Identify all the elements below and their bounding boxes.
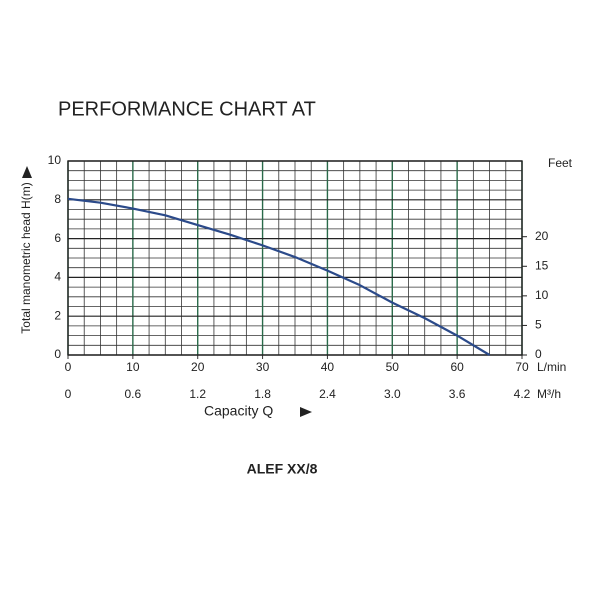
y-tick-label: 8	[54, 192, 61, 206]
x-unit: L/min	[537, 360, 566, 374]
y-tick-label: 2	[54, 308, 61, 322]
y-tick-label: 4	[54, 270, 61, 284]
x-tick-label: 10	[126, 360, 140, 374]
x-tick-label: 50	[386, 360, 400, 374]
x-axis-label: Capacity Q	[204, 403, 273, 419]
y2-tick-label: 15	[535, 258, 549, 272]
y-axis-label: Total manometric head H(m)	[19, 182, 33, 333]
x-tick-label: 30	[256, 360, 270, 374]
y2-tick-label: 20	[535, 229, 549, 243]
x-arrow	[300, 407, 312, 417]
x2-tick-label: 0.6	[125, 387, 142, 401]
y-tick-label: 10	[48, 153, 62, 167]
x2-tick-label: 1.8	[254, 387, 271, 401]
x2-tick-label: 1.2	[189, 387, 206, 401]
y-tick-label: 0	[54, 347, 61, 361]
x-tick-label: 60	[450, 360, 464, 374]
y-tick-label: 6	[54, 231, 61, 245]
x2-unit: M³/h	[537, 387, 561, 401]
x2-tick-label: 3.6	[449, 387, 466, 401]
y2-tick-label: 0	[535, 347, 542, 361]
plot-frame	[67, 160, 523, 356]
x2-tick-label: 0	[65, 387, 72, 401]
x2-tick-label: 2.4	[319, 387, 336, 401]
y2-tick-label: 5	[535, 318, 542, 332]
x2-tick-label: 3.0	[384, 387, 401, 401]
x-tick-label: 20	[191, 360, 205, 374]
y-arrow	[22, 166, 32, 178]
x2-tick-label: 4.2	[514, 387, 531, 401]
chart-subtitle: ALEF XX/8	[247, 461, 318, 477]
chart-title: PERFORMANCE CHART AT	[58, 98, 316, 120]
x-tick-label: 0	[65, 360, 72, 374]
y2-unit: Feet	[548, 156, 573, 170]
x-tick-label: 70	[515, 360, 529, 374]
x-tick-label: 40	[321, 360, 335, 374]
y2-tick-label: 10	[535, 288, 549, 302]
curve	[67, 197, 491, 356]
